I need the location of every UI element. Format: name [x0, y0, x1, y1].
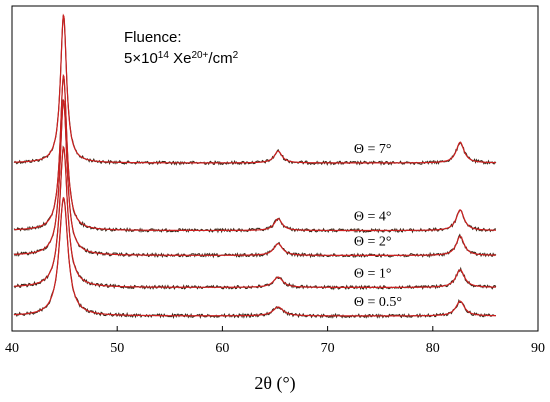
fit-curve-series [14, 145, 496, 288]
fit-curve-series [14, 98, 496, 256]
x-tick-label: 50 [110, 341, 124, 356]
measured-data-series [13, 145, 497, 291]
curve-label: Θ = 2° [354, 235, 392, 250]
curve-label: Θ = 0.5° [354, 295, 402, 310]
x-tick-label: 70 [321, 341, 335, 356]
fluence-label: Fluence: [124, 29, 182, 46]
x-tick-label: 80 [426, 341, 440, 356]
curve-label: Θ = 1° [354, 267, 392, 282]
x-tick-label: 60 [215, 341, 229, 356]
x-tick-label: 90 [531, 341, 545, 356]
fit-curve-series [14, 73, 496, 232]
curve-label: Θ = 7° [354, 142, 392, 157]
measured-data-series [13, 75, 496, 234]
fluence-value: 5×1014 Xe20+/cm2 [124, 50, 239, 67]
curve-labels: Θ = 7° Θ = 4° Θ = 2° Θ = 1° Θ = 0.5° [354, 142, 402, 310]
measured-data-series [13, 15, 497, 166]
measured-data-series [13, 198, 496, 320]
measured-data-series [13, 99, 497, 259]
fit-curve-series [14, 196, 496, 317]
x-tick-label: 40 [5, 341, 19, 356]
x-axis-title: 2θ (°) [254, 373, 295, 394]
fit-curve-series [14, 13, 496, 164]
x-axis-ticks: 40 50 60 70 80 90 [5, 326, 545, 356]
plot-frame [11, 5, 539, 332]
curves-layer [13, 13, 497, 320]
fluence-annotation: Fluence: 5×1014 Xe20+/cm2 [124, 29, 239, 67]
curve-label: Θ = 4° [354, 210, 392, 225]
